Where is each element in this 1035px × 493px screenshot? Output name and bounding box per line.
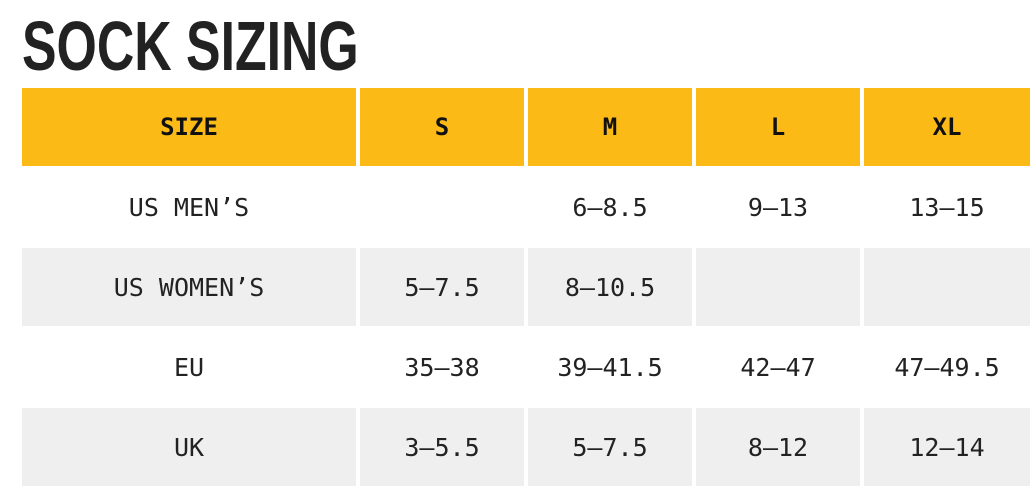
size-cell [360,168,524,246]
size-cell: 3–5.5 [360,408,524,486]
size-cell: 8–10.5 [528,248,692,326]
header-cell: SIZE [22,88,356,166]
row-label: US WOMEN’S [22,248,356,326]
title: SOCK SIZING [22,7,359,85]
size-cell: 5–7.5 [360,248,524,326]
header-cell: XL [864,88,1030,166]
size-cell [864,248,1030,326]
row-label: US MEN’S [128,192,250,222]
size-table: SIZE S M L XL US MEN’S 6–8.5 9–13 13–15 US WOMEN’… [22,88,1030,486]
size-cell: 47–49.5 [894,352,1000,382]
size-cell: 35–38 [404,352,480,382]
size-cell: 6–8.5 [572,192,648,222]
size-cell: 9–13 [747,192,809,222]
header-cell: L [696,88,860,166]
row-label: EU [173,352,205,382]
size-cell: 13–15 [909,192,985,222]
size-cell: 5–7.5 [528,408,692,486]
size-cell: 39–41.5 [557,352,663,382]
header-cell: S [360,88,524,166]
size-cell: 8–12 [696,408,860,486]
header-cell: M [528,88,692,166]
size-cell [696,248,860,326]
row-label: UK [22,408,356,486]
size-cell: 42–47 [740,352,816,382]
size-cell: 12–14 [864,408,1030,486]
